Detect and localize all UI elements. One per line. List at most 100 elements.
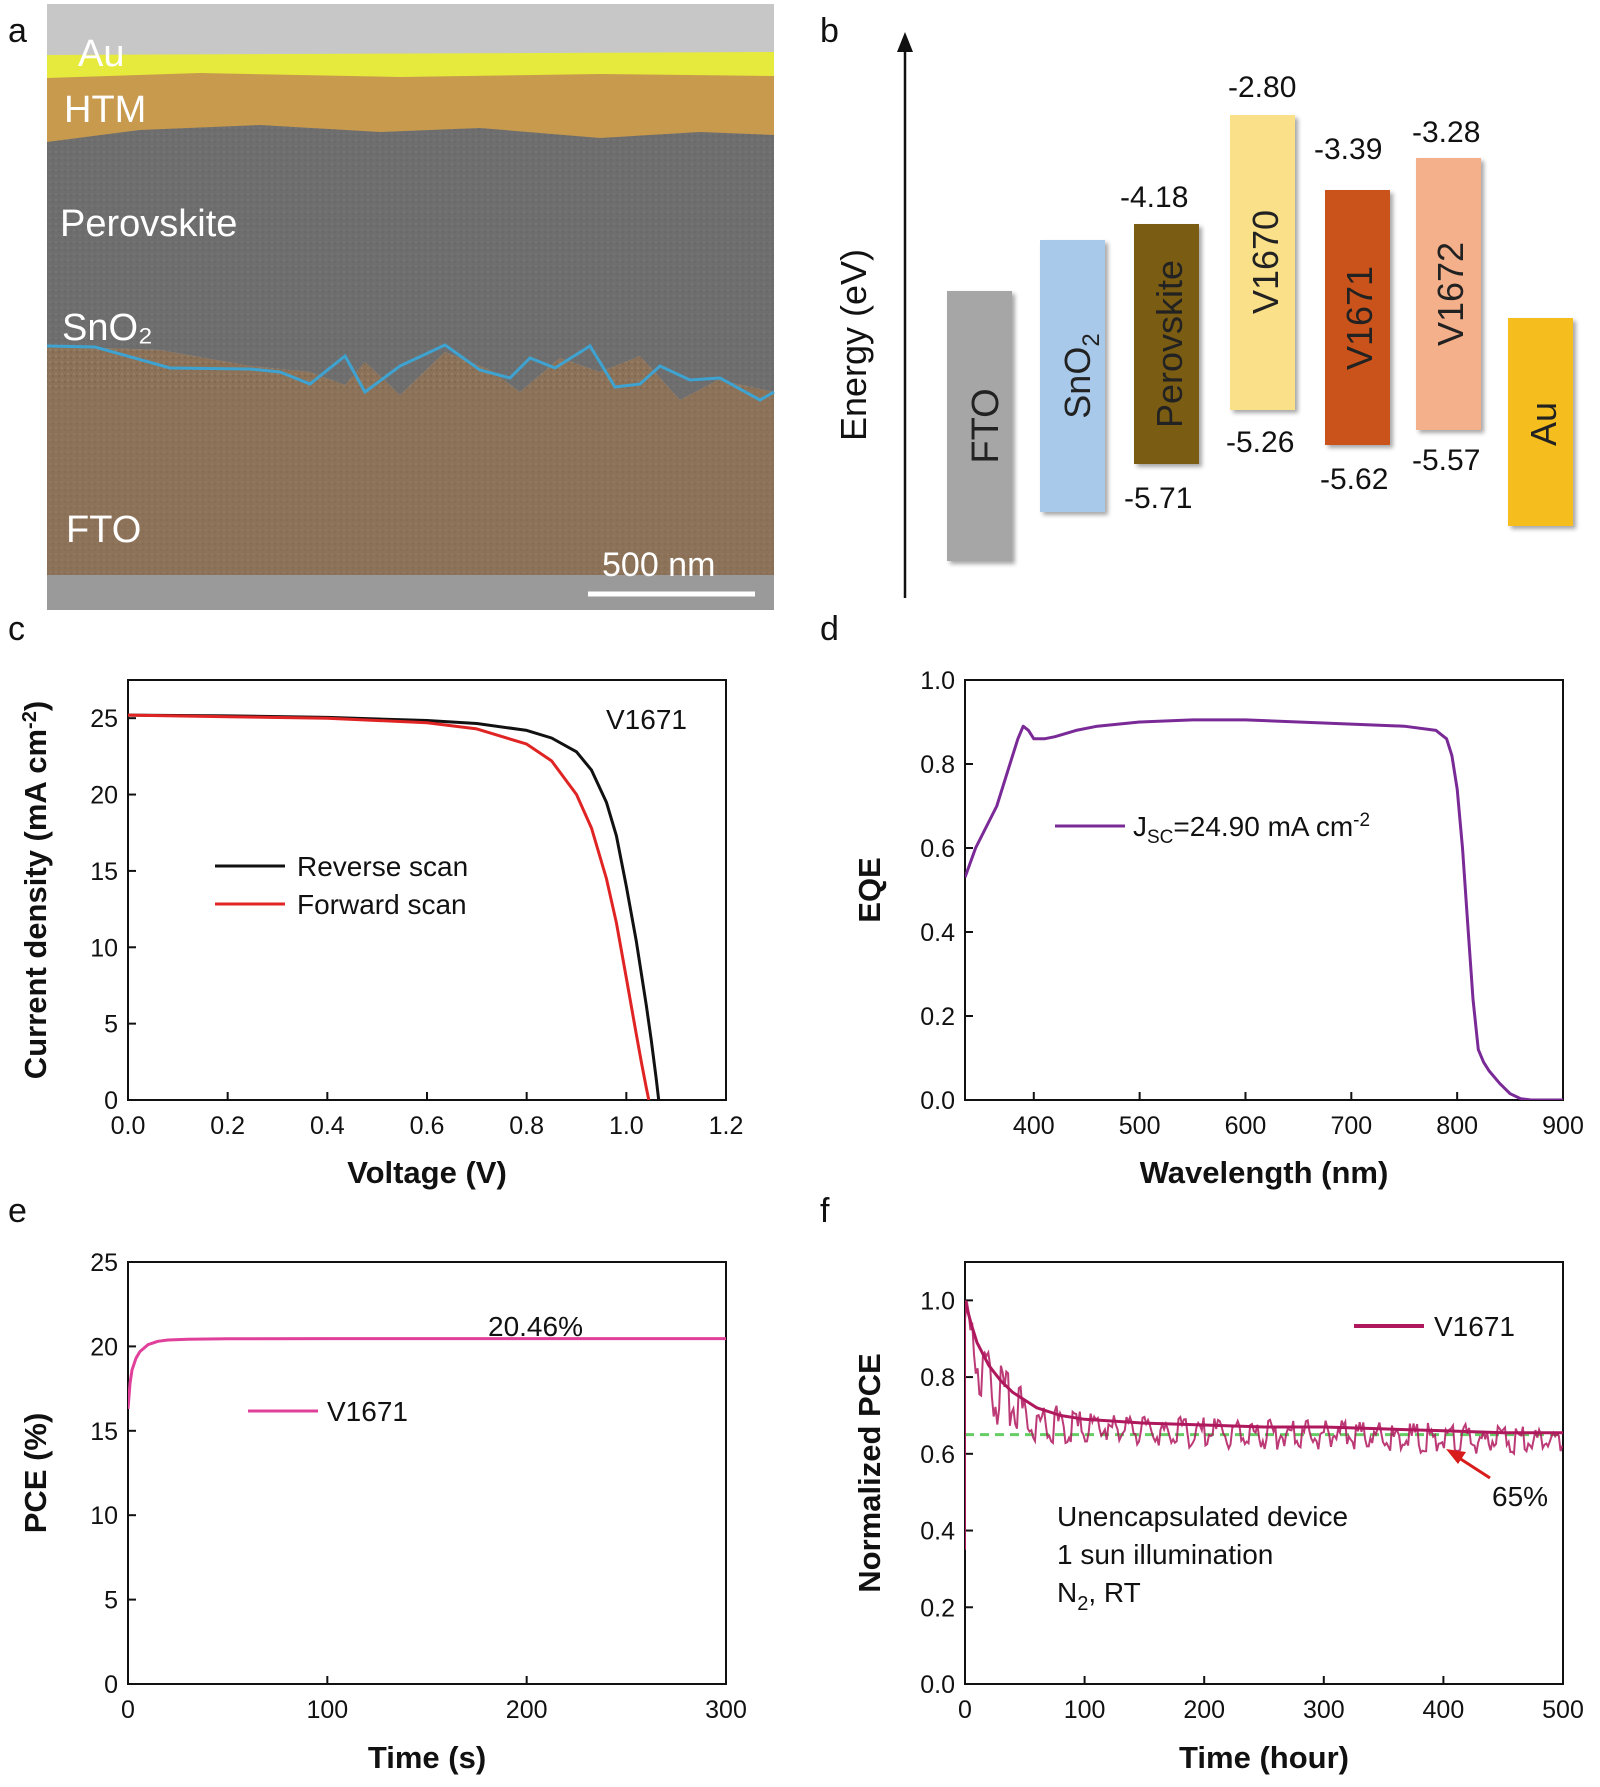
energy-top-v1671: -3.39 — [1314, 133, 1382, 166]
y-tick-label: 25 — [90, 1249, 118, 1277]
x-tick-label: 800 — [1436, 1112, 1478, 1140]
y-tick-label: 0.4 — [920, 919, 955, 947]
panel-letter-b: b — [820, 12, 839, 50]
y-tick-label: 0 — [104, 1671, 118, 1699]
energy-bottom-v1671: -5.62 — [1320, 463, 1388, 496]
energy-bottom-perovskite: -5.71 — [1124, 482, 1192, 515]
panel-letter-f: f — [820, 1192, 830, 1230]
panel-letter-e: e — [8, 1192, 27, 1230]
y-tick-label: 20 — [90, 782, 118, 810]
y-axis-title-f: Normalized PCE — [852, 1353, 887, 1592]
x-axis-title-c: Voltage (V) — [347, 1155, 507, 1190]
note-line-2: 1 sun illumination — [1057, 1539, 1273, 1570]
y-tick-label: 15 — [90, 1418, 118, 1446]
tick-group-c: 0.0 0.2 0.4 0.6 0.8 1.0 1.2 0 5 10 15 20 25 — [90, 705, 743, 1140]
y-axis-title-c: Current density (mA cm-2) — [18, 701, 53, 1079]
sem-htm-layer — [47, 70, 774, 142]
x-tick-label: 0 — [958, 1696, 972, 1724]
x-tick-label: 100 — [306, 1696, 348, 1724]
series-line-v1671 — [965, 1300, 1563, 1435]
series-group-c — [128, 713, 661, 1100]
y-tick-label: 10 — [90, 934, 118, 962]
sem-label-sno2: SnO₂ — [62, 307, 153, 349]
energy-top-v1670: -2.80 — [1228, 71, 1296, 104]
reference-arrow — [1455, 1454, 1491, 1480]
energy-bar-label-v1670: V1670 — [1245, 210, 1286, 314]
x-tick-label: 1.2 — [709, 1112, 744, 1140]
series-group-e — [128, 1337, 726, 1410]
x-tick-label: 1.0 — [609, 1112, 644, 1140]
x-tick-label: 500 — [1119, 1112, 1161, 1140]
x-tick-label: 0.6 — [410, 1112, 445, 1140]
series-line-v1671 — [128, 1337, 726, 1410]
energy-top-perovskite: -4.18 — [1120, 181, 1188, 214]
energy-top-v1672: -3.28 — [1412, 116, 1480, 149]
stability-chart: f 0 100 200 300 400 500 0.0 0.2 0.4 0.6 0.8 1.0 V16… — [820, 1192, 1584, 1775]
plot-frame-e — [127, 1261, 727, 1685]
y-tick-label: 0.6 — [920, 835, 955, 863]
reference-arrowhead — [1446, 1449, 1466, 1464]
energy-bar-label-au: Au — [1523, 402, 1564, 446]
energy-bar-label-sno2: SnO2 — [1057, 333, 1105, 418]
legend-label-forward: Forward scan — [297, 889, 467, 920]
energy-bar-au — [1508, 318, 1573, 526]
x-axis-title-d: Wavelength (nm) — [1140, 1155, 1389, 1190]
x-tick-label: 300 — [705, 1696, 747, 1724]
tick-group-e: 0 100 200 300 0 5 10 15 20 25 — [90, 1249, 747, 1724]
y-tick-label: 0.0 — [920, 1087, 955, 1115]
x-tick-label: 200 — [1183, 1696, 1225, 1724]
energy-axis-arrow — [897, 32, 913, 52]
energy-bar-v1670 — [1230, 115, 1295, 410]
y-tick-label: 0 — [104, 1087, 118, 1115]
legend-label-eqe: JSC=24.90 mA cm-2 — [1133, 810, 1370, 848]
y-tick-label: 0.0 — [920, 1671, 955, 1699]
series-line-reverse-scan — [128, 713, 661, 1100]
x-axis-title-e: Time (s) — [368, 1740, 486, 1775]
scale-bar-label: 500 nm — [602, 546, 715, 584]
sem-perovskite-texture — [47, 120, 774, 390]
y-tick-label: 20 — [90, 1333, 118, 1361]
series-line-jsc-24-90-ma-cm-2 — [965, 718, 1563, 1100]
y-tick-label: 0.2 — [920, 1594, 955, 1622]
y-tick-label: 0.2 — [920, 1003, 955, 1031]
energy-bar-fto — [947, 291, 1012, 561]
energy-diagram-panel: b Energy (eV) FTO SnO2 Perovskite -4.18 … — [820, 12, 1573, 598]
sem-au-layer — [47, 52, 774, 78]
note-line-1: Unencapsulated device — [1057, 1501, 1348, 1532]
x-tick-label: 0.2 — [210, 1112, 245, 1140]
y-tick-label: 25 — [90, 705, 118, 733]
series-group-f — [965, 1300, 1563, 1550]
energy-bar-v1671 — [1325, 190, 1390, 445]
x-tick-label: 100 — [1064, 1696, 1106, 1724]
sem-label-au: Au — [78, 33, 124, 75]
legend-label-stability: V1671 — [1434, 1311, 1515, 1342]
energy-bottom-v1672: -5.57 — [1412, 444, 1480, 477]
panel-letter-a: a — [8, 12, 27, 50]
energy-bar-v1672 — [1416, 158, 1481, 430]
series-group-d — [965, 718, 1563, 1100]
x-tick-label: 300 — [1303, 1696, 1345, 1724]
tick-group-f: 0 100 200 300 400 500 0.0 0.2 0.4 0.6 0.8 1.0 — [920, 1287, 1584, 1724]
y-tick-label: 1.0 — [920, 1287, 955, 1315]
series-line-forward-scan — [128, 713, 651, 1100]
legend-label-reverse: Reverse scan — [297, 851, 468, 882]
sem-interface-line — [46, 343, 775, 402]
sem-label-htm: HTM — [64, 89, 146, 131]
energy-axis-label: Energy (eV) — [833, 249, 874, 441]
y-axis-title-e: PCE (%) — [18, 1413, 53, 1534]
energy-bar-sno2 — [1040, 240, 1105, 512]
note-line-3: N2, RT — [1057, 1577, 1141, 1615]
x-tick-label: 900 — [1542, 1112, 1584, 1140]
energy-bar-label-v1671: V1671 — [1339, 266, 1380, 370]
x-tick-label: 400 — [1423, 1696, 1465, 1724]
x-tick-label: 500 — [1542, 1696, 1584, 1724]
energy-bottom-v1670: -5.26 — [1226, 426, 1294, 459]
energy-bar-label-v1672: V1672 — [1430, 242, 1471, 346]
pce-chart: e 0 100 200 300 0 5 10 15 20 25 20.46% V1671 Time… — [8, 1192, 747, 1775]
x-tick-label: 200 — [506, 1696, 548, 1724]
x-tick-label: 400 — [1013, 1112, 1055, 1140]
x-tick-label: 0.0 — [111, 1112, 146, 1140]
x-axis-title-f: Time (hour) — [1179, 1740, 1349, 1775]
